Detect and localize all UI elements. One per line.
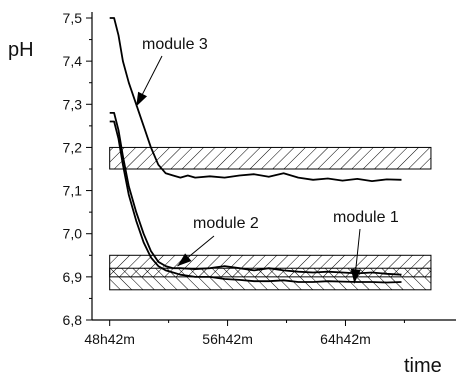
series-line-module-1 bbox=[109, 120, 402, 284]
y-axis-title: pH bbox=[8, 39, 34, 61]
target-band-1 bbox=[109, 146, 432, 170]
y-tick-label: 6,8 bbox=[63, 312, 83, 328]
y-tick-label: 7,1 bbox=[63, 183, 83, 199]
y-tick-label: 7,2 bbox=[63, 139, 83, 155]
module-2-arrow-head bbox=[177, 253, 192, 267]
x-tick-label: 56h42m bbox=[202, 331, 253, 347]
module-1-label: module 1 bbox=[333, 209, 399, 226]
module-2-label: module 2 bbox=[193, 215, 259, 232]
axes: 6,8 6,9 7,0 7,1 7,2 7,3 7,4 7,5 48h42m 56h42m 64h4… bbox=[63, 10, 456, 347]
series-line-module-3 bbox=[109, 17, 402, 182]
y-tick-label: 6,9 bbox=[63, 269, 83, 285]
target-bands bbox=[109, 146, 432, 291]
module-1-arrow-head bbox=[350, 268, 361, 284]
series-line-module-2 bbox=[109, 112, 402, 276]
module-3-arrow-head bbox=[136, 91, 148, 107]
series-lines bbox=[109, 17, 402, 284]
y-tick-label: 7,3 bbox=[63, 96, 83, 112]
x-axis-title: time bbox=[404, 355, 442, 377]
x-tick-label: 64h42m bbox=[320, 331, 371, 347]
module-3-label: module 3 bbox=[142, 36, 208, 53]
y-tick-label: 7,5 bbox=[63, 10, 83, 26]
target-band-3 bbox=[109, 267, 432, 291]
annotations: module 3 module 2 module 1 bbox=[135, 36, 399, 284]
x-tick-label: 48h42m bbox=[84, 331, 135, 347]
y-tick-label: 7,0 bbox=[63, 226, 83, 242]
y-tick-label: 7,4 bbox=[63, 53, 83, 69]
